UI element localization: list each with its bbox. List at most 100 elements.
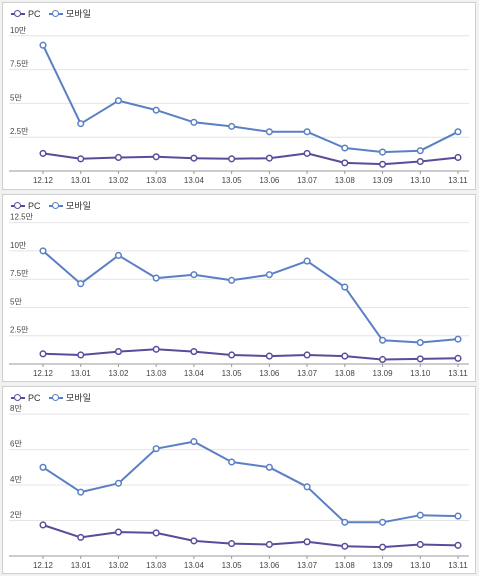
y-tick-label: 10만 — [10, 241, 27, 250]
mobile-data-point[interactable] — [228, 458, 236, 466]
y-tick-label: 4만 — [10, 475, 22, 484]
pc-data-point[interactable] — [265, 540, 273, 549]
pc-data-point[interactable] — [303, 351, 311, 359]
pc-data-point[interactable] — [416, 157, 424, 166]
mobile-data-point[interactable] — [265, 128, 273, 136]
mobile-data-point[interactable] — [378, 518, 387, 526]
pc-data-point[interactable] — [228, 351, 236, 359]
pc-data-point[interactable] — [190, 154, 198, 162]
mobile-data-point[interactable] — [265, 463, 273, 471]
pc-data-point[interactable] — [454, 354, 462, 362]
pc-data-point[interactable] — [114, 348, 123, 356]
pc-series-line — [42, 152, 459, 166]
y-tick-label: 6만 — [10, 440, 22, 449]
pc-data-point[interactable] — [341, 542, 349, 550]
mobile-data-point[interactable] — [454, 335, 462, 343]
pc-data-point[interactable] — [454, 541, 462, 549]
pc-data-point[interactable] — [303, 538, 311, 546]
pc-data-point[interactable] — [416, 355, 424, 363]
mobile-data-point[interactable] — [341, 518, 349, 526]
mobile-data-point[interactable] — [190, 438, 198, 446]
chart-panel-2: PC 모바일 2.5만 5만 7.5만 10만 12.5만 12.12 13.01 13.02… — [2, 194, 476, 382]
x-tick-label: 13.07 — [297, 561, 318, 570]
y-tick-label: 5만 — [10, 93, 22, 102]
pc-data-point[interactable] — [190, 348, 198, 356]
pc-data-point[interactable] — [39, 521, 47, 529]
legend-item-pc[interactable]: PC — [11, 201, 41, 211]
x-tick-label: 13.11 — [448, 369, 468, 378]
pc-data-point[interactable] — [378, 160, 387, 168]
mobile-data-point[interactable] — [303, 257, 311, 265]
mobile-data-point[interactable] — [378, 148, 387, 156]
pc-data-point[interactable] — [114, 153, 123, 162]
pc-data-point[interactable] — [152, 153, 160, 161]
legend-item-mobile[interactable]: 모바일 — [49, 391, 91, 404]
pc-data-point[interactable] — [152, 529, 160, 537]
mobile-data-point[interactable] — [114, 479, 123, 487]
mobile-data-point[interactable] — [114, 97, 123, 105]
pc-data-point[interactable] — [190, 537, 198, 545]
mobile-data-point[interactable] — [303, 128, 311, 136]
pc-data-point[interactable] — [77, 533, 85, 541]
pc-data-point[interactable] — [378, 543, 387, 551]
mobile-data-point[interactable] — [228, 122, 236, 130]
legend-item-mobile[interactable]: 모바일 — [49, 7, 91, 20]
mobile-data-point[interactable] — [454, 512, 462, 520]
pc-data-point[interactable] — [77, 351, 85, 359]
mobile-data-point[interactable] — [303, 483, 311, 491]
pc-data-point[interactable] — [378, 355, 387, 364]
chart-panel-3: PC 모바일 2만 4만 6만 8만 12.12 13.01 13.02 13.03 13.04… — [2, 386, 476, 574]
pc-data-point[interactable] — [77, 155, 85, 163]
x-tick-label: 13.05 — [222, 176, 243, 185]
mobile-data-point[interactable] — [39, 463, 47, 471]
mobile-data-point[interactable] — [77, 488, 85, 496]
mobile-data-point[interactable] — [152, 274, 160, 282]
mobile-data-point[interactable] — [190, 271, 198, 279]
legend-item-pc[interactable]: PC — [11, 393, 41, 403]
mobile-data-point[interactable] — [341, 144, 349, 152]
pc-data-point[interactable] — [152, 345, 160, 353]
mobile-data-point[interactable] — [152, 445, 160, 453]
x-tick-label: 13.09 — [373, 561, 394, 570]
mobile-data-point[interactable] — [378, 336, 387, 344]
mobile-data-point[interactable] — [77, 280, 85, 288]
x-tick-label: 13.10 — [410, 176, 431, 185]
mobile-data-point[interactable] — [39, 247, 47, 255]
mobile-data-point[interactable] — [416, 511, 424, 519]
pc-data-point[interactable] — [39, 350, 47, 358]
mobile-series-line — [42, 44, 459, 154]
mobile-data-point[interactable] — [190, 118, 198, 126]
pc-data-point[interactable] — [39, 149, 47, 157]
mobile-data-point[interactable] — [341, 283, 349, 291]
pc-data-point[interactable] — [114, 528, 123, 536]
mobile-data-point[interactable] — [77, 120, 85, 128]
pc-data-point[interactable] — [341, 159, 349, 167]
legend-label: 모바일 — [66, 9, 91, 19]
legend-label: PC — [28, 392, 41, 403]
mobile-data-point[interactable] — [416, 147, 424, 155]
legend-item-pc[interactable]: PC — [11, 9, 41, 19]
x-tick-label: 13.04 — [184, 176, 205, 185]
x-tick-label: 13.03 — [146, 369, 167, 378]
pc-data-point[interactable] — [228, 155, 236, 163]
mobile-data-point[interactable] — [39, 41, 47, 49]
pc-data-point[interactable] — [454, 153, 462, 162]
legend: PC 모바일 — [11, 391, 97, 404]
mobile-data-point[interactable] — [114, 251, 123, 259]
mobile-data-point[interactable] — [454, 128, 462, 136]
pc-data-point[interactable] — [341, 352, 349, 360]
pc-data-point[interactable] — [303, 149, 311, 157]
mobile-data-point[interactable] — [228, 276, 236, 284]
pc-data-point[interactable] — [265, 154, 273, 162]
pc-data-point[interactable] — [416, 540, 424, 549]
mobile-data-point[interactable] — [416, 338, 424, 347]
mobile-data-point[interactable] — [265, 271, 273, 279]
pc-data-point[interactable] — [265, 352, 273, 360]
x-tick-label: 12.12 — [33, 561, 54, 570]
mobile-data-point[interactable] — [152, 106, 160, 114]
pc-data-point[interactable] — [228, 540, 236, 548]
pc-series-line — [42, 348, 459, 361]
x-tick-label: 13.04 — [184, 369, 205, 378]
legend-item-mobile[interactable]: 모바일 — [49, 199, 91, 212]
x-tick-label: 13.08 — [335, 561, 356, 570]
